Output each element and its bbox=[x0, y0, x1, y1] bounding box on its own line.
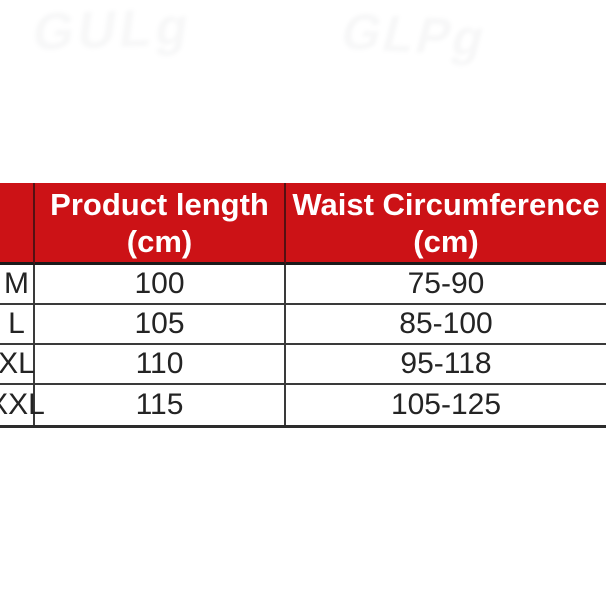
watermark: GULg bbox=[29, 0, 197, 62]
row-m-size: M bbox=[0, 265, 35, 305]
header-cell-waist-circumference: Waist Circumference (cm) bbox=[286, 183, 606, 265]
row-xl-size: XL bbox=[0, 345, 35, 385]
row-xxl-waist: 105-125 bbox=[286, 385, 606, 425]
row-xxl-size: XXL bbox=[0, 385, 45, 425]
header-unit: (cm) bbox=[413, 223, 479, 259]
header-unit: (cm) bbox=[126, 223, 193, 259]
header-cell-product-length: Product length (cm) bbox=[35, 183, 286, 265]
row-m-length: 100 bbox=[35, 265, 286, 305]
row-l-waist: 85-100 bbox=[286, 305, 606, 345]
row-m-waist: 75-90 bbox=[286, 265, 606, 305]
row-l-length: 105 bbox=[35, 305, 286, 345]
header-cell-size bbox=[0, 183, 35, 265]
row-l-size: L bbox=[0, 305, 35, 345]
row-xl-waist: 95-118 bbox=[286, 345, 606, 385]
watermark: GLPg bbox=[335, 3, 494, 67]
header-label: Product length bbox=[50, 186, 269, 222]
row-xl-length: 110 bbox=[35, 345, 286, 385]
size-chart-table: Product length (cm) Waist Circumference … bbox=[0, 183, 606, 428]
header-label: Waist Circumference bbox=[292, 186, 600, 222]
row-xxl-length: 115 bbox=[35, 385, 286, 425]
